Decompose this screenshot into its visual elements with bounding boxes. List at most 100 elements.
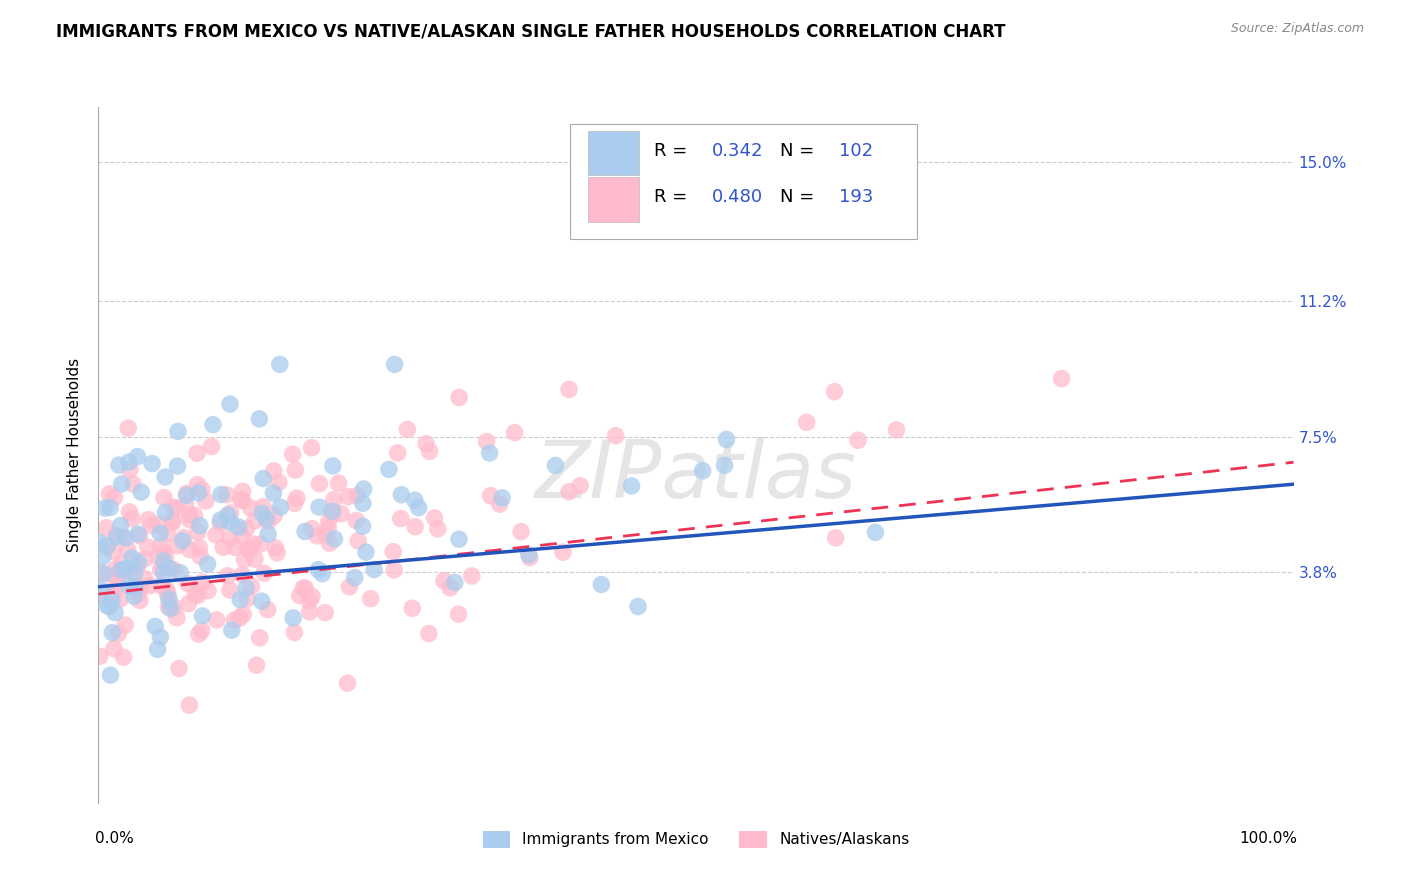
Point [318,536,340,550]
Point [360,591,382,606]
Point [156,526,179,541]
Point [301,522,323,536]
Point [110,592,132,607]
Point [152,566,174,581]
Point [104,562,127,576]
Point [172,533,194,548]
Point [240,579,263,593]
Point [510,524,533,539]
Point [105,530,128,544]
Point [231,484,253,499]
Point [479,489,502,503]
Point [87,591,110,605]
Point [387,446,409,460]
Point [433,574,456,588]
Point [128,593,150,607]
Point [886,423,908,437]
Y-axis label: Single Father Households: Single Father Households [67,358,83,552]
Point [321,507,343,521]
Point [307,529,329,543]
Point [129,580,152,594]
Point [242,537,264,551]
Point [149,539,172,553]
Point [298,605,321,619]
Point [124,580,146,594]
Point [149,630,172,644]
FancyBboxPatch shape [589,131,638,175]
Point [257,514,280,528]
Point [558,383,581,397]
Point [112,530,135,544]
Point [217,569,239,583]
Point [101,625,124,640]
Point [269,500,291,515]
Point [167,425,190,439]
Point [307,563,329,577]
Point [105,579,128,593]
Point [218,532,240,546]
Point [134,571,156,585]
Point [236,541,259,556]
Point [558,484,581,499]
Point [382,563,405,577]
Point [187,525,209,540]
Point [352,496,374,510]
Point [281,447,304,461]
Point [233,552,256,566]
Point [404,519,426,533]
Point [118,505,141,519]
Point [163,563,186,577]
Point [148,517,170,532]
Point [337,490,360,504]
Point [219,583,242,598]
Point [98,500,121,515]
Point [191,609,214,624]
Point [865,525,887,540]
Point [127,450,149,464]
Point [347,533,370,548]
Point [224,613,246,627]
Point [160,514,183,528]
Point [96,539,118,553]
Point [179,542,201,557]
Point [114,618,136,632]
Point [322,492,344,507]
Point [148,549,170,564]
Point [103,544,125,558]
Point [143,619,166,633]
Point [121,512,143,526]
Point [591,577,613,591]
Text: R =: R = [654,188,693,206]
Point [104,606,127,620]
Point [167,661,190,675]
Point [716,433,738,447]
Point [219,397,242,411]
Point [408,500,430,515]
Point [318,514,340,528]
Point [396,422,419,436]
Point [301,441,323,455]
Point [183,508,205,523]
Point [475,434,498,449]
Point [186,477,208,491]
Point [176,576,198,591]
Point [344,513,367,527]
Point [157,599,180,614]
Point [232,607,254,622]
Point [188,541,211,555]
Point [177,597,200,611]
Point [378,462,401,476]
Point [264,541,287,555]
Point [267,475,290,490]
Point [124,566,146,581]
Point [149,526,172,541]
Point [1050,371,1073,385]
Point [404,493,426,508]
Point [166,501,188,516]
Point [188,518,211,533]
Point [114,531,136,545]
Point [111,477,134,491]
Point [353,482,375,496]
Point [100,668,122,682]
Point [156,584,179,599]
